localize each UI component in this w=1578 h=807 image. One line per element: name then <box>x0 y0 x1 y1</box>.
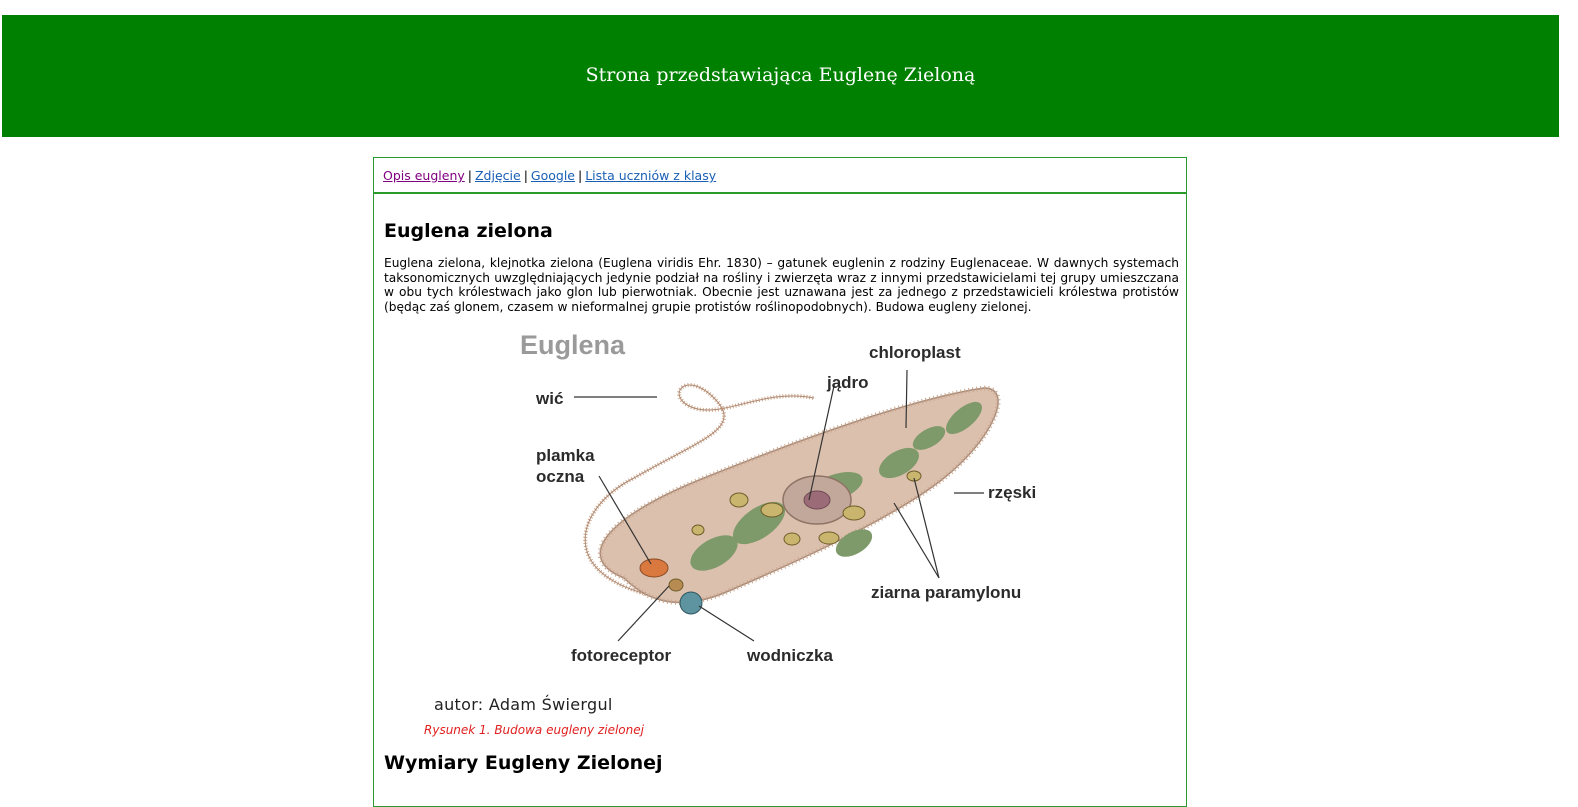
nav-separator: | <box>523 168 528 183</box>
figure-author: autor: Adam Świergul <box>434 695 613 714</box>
label-flagellum: wić <box>535 389 563 408</box>
header-banner: Strona przedstawiająca Euglenę Zieloną <box>2 15 1559 137</box>
paramylon-grain <box>906 470 922 482</box>
paramylon-grain <box>760 502 784 518</box>
paramylon-grain <box>842 505 866 521</box>
article-heading: Euglena zielona <box>384 220 553 242</box>
nav-separator: | <box>467 168 472 183</box>
nav-link-google[interactable]: Google <box>530 168 575 183</box>
leader-line <box>598 475 652 565</box>
paramylon-grain <box>818 531 840 545</box>
chloroplast-shape <box>690 535 738 571</box>
paramylon-grain <box>783 532 801 546</box>
chloroplast-shape <box>879 447 919 479</box>
paramylon-grain <box>691 524 705 536</box>
label-chloroplast: chloroplast <box>869 343 961 362</box>
label-eyespot-line1: plamka <box>536 446 595 465</box>
nav-link-opis[interactable]: Opis eugleny <box>383 168 465 183</box>
nav-link-zdjecie[interactable]: Zdjęcie <box>474 168 521 183</box>
euglena-diagram-svg: Euglena <box>520 330 1036 665</box>
chloroplast-shape <box>912 426 946 450</box>
nav-separator: | <box>578 168 583 183</box>
main-container: Opis eugleny | Zdjęcie | Google | Lista ucznió… <box>373 157 1187 807</box>
leader-line <box>913 477 940 579</box>
label-eyespot-line2: oczna <box>536 467 585 486</box>
leader-line <box>893 502 940 579</box>
chloroplast-shape <box>835 529 873 557</box>
diagram-title: Euglena <box>520 330 626 360</box>
eyespot-shape <box>639 558 669 578</box>
label-vacuole: wodniczka <box>746 646 834 665</box>
leader-line <box>617 585 670 642</box>
leader-line <box>808 385 835 501</box>
euglena-diagram: Euglena <box>514 328 1054 673</box>
flagellum-core <box>584 384 815 599</box>
nav-link-lista[interactable]: Lista uczniów z klasy <box>585 168 717 183</box>
chloroplast-shape <box>945 401 983 435</box>
vacuole-shape <box>679 591 703 615</box>
photoreceptor-shape <box>668 578 684 592</box>
label-cilia: rzęski <box>988 483 1036 502</box>
figure-caption: Rysunek 1. Budowa eugleny zielonej <box>424 723 644 737</box>
label-photoreceptor: fotoreceptor <box>571 646 672 665</box>
nav-bar: Opis eugleny | Zdjęcie | Google | Lista ucznió… <box>374 158 1186 194</box>
nucleolus-shape <box>803 490 831 510</box>
label-nucleus: jądro <box>826 373 869 392</box>
leader-line <box>698 605 755 642</box>
dimensions-heading: Wymiary Eugleny Zielonej <box>384 752 663 774</box>
page-title: Strona przedstawiająca Euglenę Zieloną <box>585 64 976 86</box>
leader-line <box>905 369 908 429</box>
label-paramylon: ziarna paramylonu <box>871 583 1021 602</box>
intro-paragraph: Euglena zielona, klejnotka zielona (Eugl… <box>384 256 1179 314</box>
paramylon-grain <box>729 492 749 508</box>
